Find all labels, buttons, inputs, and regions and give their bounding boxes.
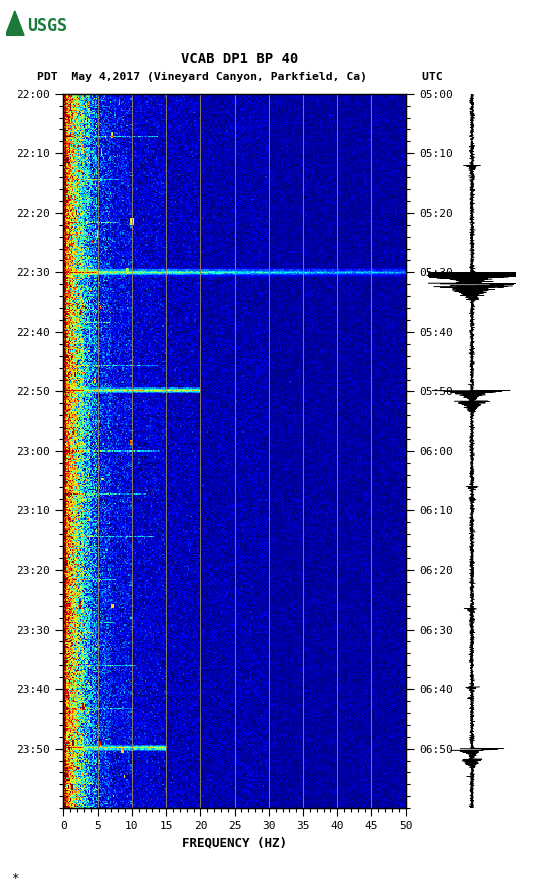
Text: USGS: USGS (27, 17, 67, 35)
Polygon shape (6, 11, 24, 36)
Text: VCAB DP1 BP 40: VCAB DP1 BP 40 (182, 52, 299, 66)
Text: PDT  May 4,2017 (Vineyard Canyon, Parkfield, Ca)        UTC: PDT May 4,2017 (Vineyard Canyon, Parkfie… (38, 71, 443, 82)
Text: *: * (11, 872, 19, 885)
X-axis label: FREQUENCY (HZ): FREQUENCY (HZ) (182, 837, 287, 850)
